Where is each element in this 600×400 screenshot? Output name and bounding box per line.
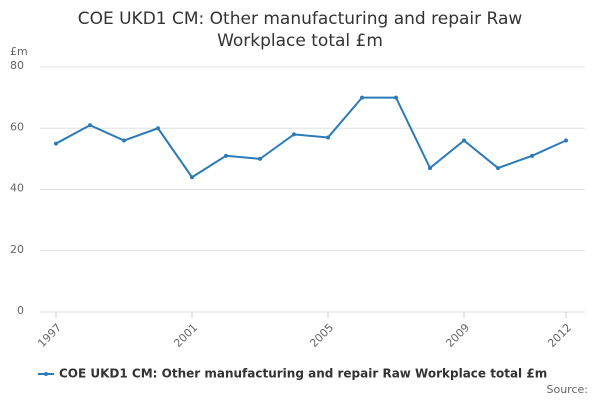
y-tick-label: 80 bbox=[10, 59, 24, 72]
point bbox=[462, 138, 466, 143]
point bbox=[54, 141, 58, 146]
point bbox=[224, 153, 228, 158]
x-tick-label: 2001 bbox=[171, 321, 200, 350]
chart-title: COE UKD1 CM: Other manufacturing and rep… bbox=[77, 9, 523, 51]
y-tick-label: 40 bbox=[10, 182, 24, 195]
line bbox=[55, 96, 567, 179]
point bbox=[326, 135, 330, 140]
point bbox=[190, 175, 194, 180]
point bbox=[530, 153, 534, 158]
y-tick-label: 20 bbox=[10, 243, 24, 256]
point bbox=[292, 132, 296, 137]
point bbox=[564, 138, 568, 143]
point bbox=[394, 95, 398, 100]
y-axis-label: £m bbox=[10, 45, 28, 58]
x-tick-label: 2005 bbox=[307, 321, 336, 350]
legend-swatch-dot bbox=[44, 372, 48, 376]
point bbox=[428, 166, 432, 171]
x-tick-label: 2009 bbox=[443, 321, 472, 350]
x-tick-label: 2012 bbox=[545, 321, 574, 350]
legend-label: COE UKD1 CM: Other manufacturing and rep… bbox=[59, 367, 547, 381]
point bbox=[122, 138, 126, 143]
point bbox=[156, 126, 160, 131]
point bbox=[88, 123, 92, 128]
source: Source: bbox=[547, 383, 589, 396]
x-tick-label: 1997 bbox=[35, 321, 64, 350]
point bbox=[360, 95, 364, 100]
point bbox=[496, 166, 500, 171]
point bbox=[258, 156, 262, 161]
y-tick-label: 0 bbox=[17, 304, 24, 317]
y-tick-label: 60 bbox=[10, 120, 24, 133]
